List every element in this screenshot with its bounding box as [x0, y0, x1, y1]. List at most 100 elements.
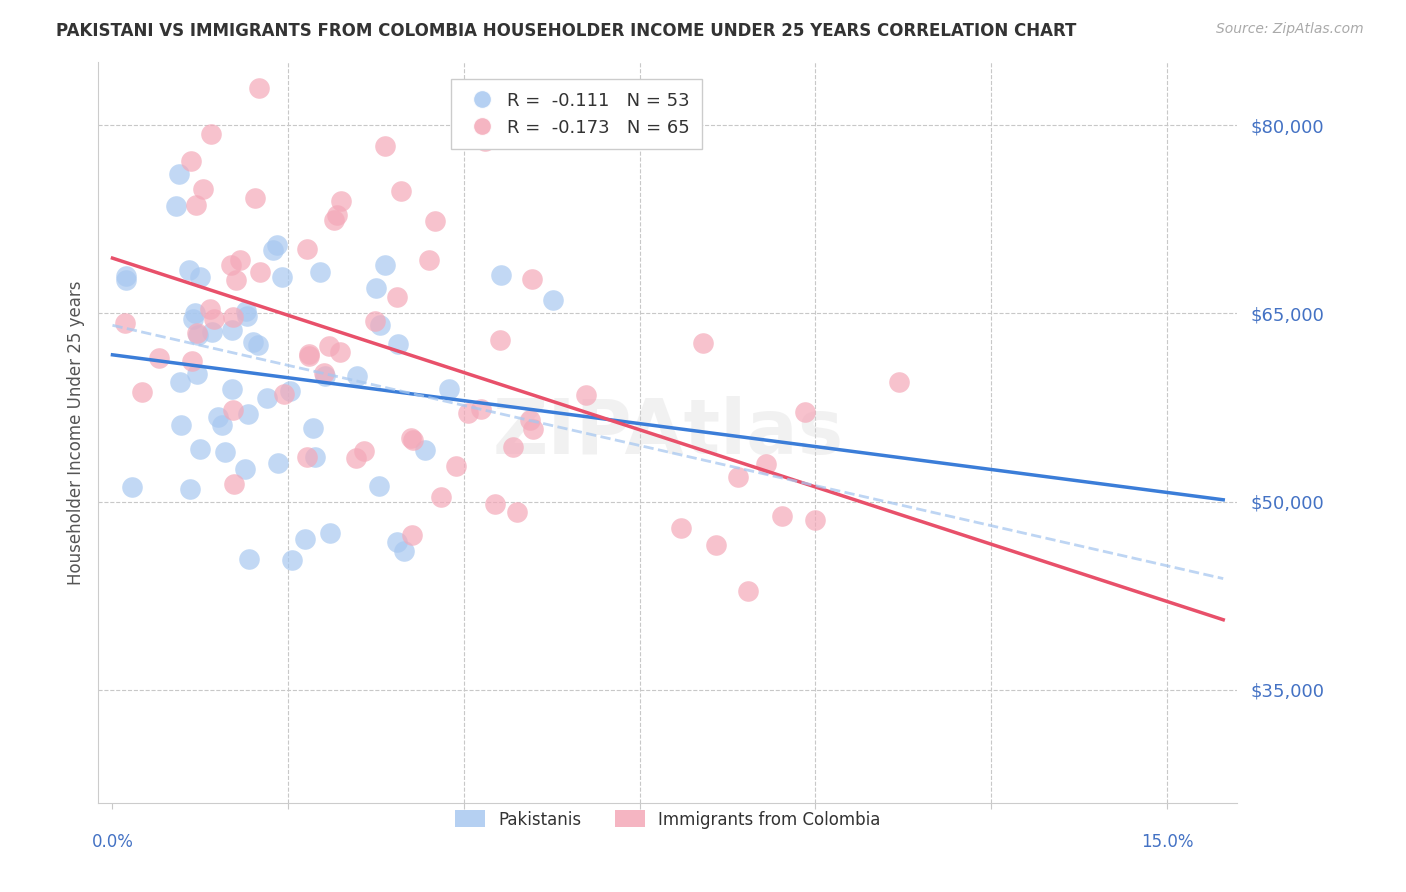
Point	[115, 273, 138, 287]
Point	[278, 384, 301, 398]
Point	[444, 459, 467, 474]
Point	[121, 480, 143, 494]
Text: ZIPAtlas: ZIPAtlas	[492, 396, 844, 469]
Point	[392, 543, 415, 558]
Point	[418, 253, 440, 268]
Point	[204, 311, 226, 326]
Point	[737, 584, 759, 599]
Point	[270, 270, 292, 285]
Point	[165, 199, 187, 213]
Point	[474, 134, 496, 148]
Point	[346, 369, 368, 384]
Point	[704, 539, 727, 553]
Point	[169, 167, 191, 181]
Point	[181, 312, 204, 326]
Point	[727, 470, 749, 484]
Point	[281, 553, 304, 567]
Point	[238, 407, 260, 421]
Point	[188, 270, 211, 285]
Point	[211, 418, 233, 433]
Point	[522, 421, 544, 435]
Point	[770, 508, 793, 523]
Point	[520, 272, 543, 286]
Point	[402, 433, 425, 447]
Point	[353, 444, 375, 458]
Point	[221, 382, 243, 396]
Point	[692, 335, 714, 350]
Point	[323, 213, 346, 227]
Point	[297, 347, 319, 361]
Point	[671, 521, 693, 535]
Point	[491, 268, 513, 282]
Point	[804, 513, 827, 527]
Point	[238, 551, 260, 566]
Point	[319, 525, 342, 540]
Point	[387, 534, 409, 549]
Point	[198, 301, 221, 316]
Point	[437, 382, 460, 396]
Point	[488, 334, 510, 348]
Point	[430, 490, 453, 504]
Point	[236, 309, 259, 323]
Point	[314, 369, 336, 384]
Point	[374, 139, 396, 153]
Point	[186, 367, 208, 381]
Point	[179, 482, 201, 496]
Point	[423, 213, 446, 227]
Point	[184, 198, 207, 212]
Point	[399, 431, 422, 445]
Point	[222, 476, 245, 491]
Point	[188, 442, 211, 456]
Legend: Pakistanis, Immigrants from Colombia: Pakistanis, Immigrants from Colombia	[449, 804, 887, 835]
Point	[115, 268, 138, 283]
Point	[318, 339, 340, 353]
Point	[247, 80, 270, 95]
Point	[457, 405, 479, 419]
Point	[186, 326, 208, 341]
Point	[295, 243, 318, 257]
Point	[387, 337, 409, 351]
Point	[181, 353, 204, 368]
Point	[575, 388, 598, 402]
Point	[256, 391, 278, 405]
Point	[273, 387, 295, 401]
Point	[502, 440, 524, 454]
Point	[519, 413, 541, 427]
Point	[294, 532, 316, 546]
Point	[114, 316, 136, 330]
Point	[385, 291, 408, 305]
Point	[295, 450, 318, 464]
Point	[187, 327, 209, 342]
Point	[368, 318, 391, 332]
Point	[214, 445, 236, 459]
Point	[484, 497, 506, 511]
Point	[329, 345, 352, 359]
Point	[326, 209, 349, 223]
Text: 0.0%: 0.0%	[91, 833, 134, 851]
Point	[221, 323, 243, 337]
Point	[312, 366, 335, 380]
Point	[222, 403, 245, 417]
Point	[755, 458, 778, 472]
Point	[401, 528, 423, 542]
Point	[221, 310, 243, 324]
Text: Source: ZipAtlas.com: Source: ZipAtlas.com	[1216, 22, 1364, 37]
Text: 15.0%: 15.0%	[1140, 833, 1194, 851]
Point	[219, 258, 242, 272]
Point	[368, 479, 391, 493]
Point	[235, 462, 257, 476]
Point	[344, 450, 367, 465]
Point	[304, 450, 326, 464]
Point	[506, 505, 529, 519]
Point	[366, 281, 388, 295]
Point	[207, 410, 229, 425]
Point	[889, 376, 911, 390]
Point	[374, 258, 396, 272]
Point	[201, 326, 224, 340]
Point	[235, 303, 257, 318]
Point	[267, 457, 290, 471]
Point	[200, 127, 222, 141]
Point	[229, 252, 252, 267]
Point	[470, 402, 492, 417]
Point	[363, 314, 385, 328]
